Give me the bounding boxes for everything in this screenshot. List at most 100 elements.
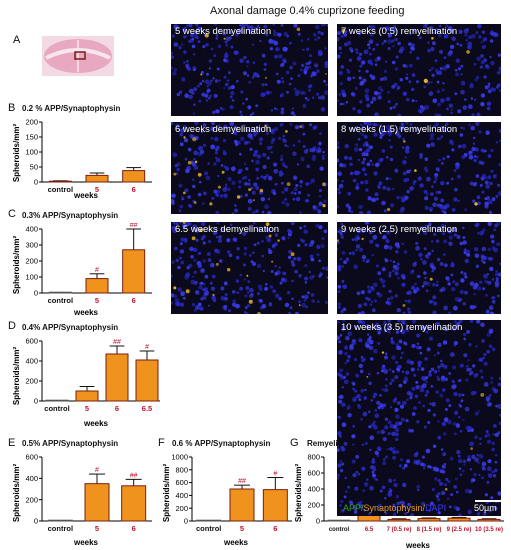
dapi-nucleus [403,322,407,326]
dapi-nucleus [416,420,420,424]
dapi-nucleus [304,65,309,71]
dapi-nucleus [301,302,306,308]
dapi-nucleus [400,458,403,461]
dapi-nucleus [261,304,267,309]
dapi-nucleus [357,501,362,506]
dapi-nucleus [433,301,437,306]
dapi-nucleus [396,345,401,350]
dapi-nucleus [184,188,189,193]
dapi-nucleus [305,182,310,186]
dapi-nucleus [341,250,346,255]
spheroid-signal [285,130,288,133]
dapi-nucleus [223,165,227,169]
dapi-nucleus [440,359,443,363]
dapi-nucleus [214,136,219,142]
dapi-nucleus [191,44,196,49]
dapi-nucleus [349,210,354,214]
dapi-nucleus [474,78,478,82]
dapi-nucleus [379,393,383,397]
dapi-nucleus [339,185,343,189]
dapi-nucleus [480,60,485,65]
dapi-nucleus [496,279,499,282]
dapi-nucleus [360,180,364,185]
dapi-nucleus [317,146,320,149]
legend-dapi: DAPI [425,503,447,513]
dapi-nucleus [369,303,372,306]
dapi-nucleus [367,372,371,376]
spheroid-signal [212,293,215,297]
spheroid-signal [257,312,261,314]
dapi-nucleus [409,396,413,400]
dapi-nucleus [444,377,448,382]
dapi-nucleus [396,367,400,371]
dapi-nucleus [278,136,282,140]
panel-letter-b: B [8,102,16,114]
dapi-nucleus [478,453,484,459]
dapi-nucleus [271,137,276,142]
dapi-nucleus [389,177,392,181]
dapi-nucleus [415,380,419,384]
dapi-nucleus [387,33,392,38]
dapi-nucleus [401,242,404,245]
panel-b-bar [122,170,146,183]
dapi-nucleus [411,99,415,102]
dapi-nucleus [202,259,206,263]
dapi-nucleus [362,143,366,147]
dapi-nucleus [202,241,206,245]
dapi-nucleus [485,396,491,401]
dapi-nucleus [383,320,387,324]
dapi-nucleus [427,41,430,44]
dapi-nucleus [391,39,395,43]
dapi-nucleus [296,163,300,166]
dapi-nucleus [359,100,363,104]
dapi-nucleus [223,307,227,311]
dapi-nucleus [427,465,431,469]
dapi-nucleus [367,333,370,336]
dapi-nucleus [364,88,370,94]
dapi-nucleus [234,140,238,144]
dapi-nucleus [354,86,358,90]
dapi-nucleus [225,36,231,42]
dapi-nucleus [377,293,383,298]
dapi-nucleus [304,243,308,247]
dapi-nucleus [439,482,443,486]
dapi-nucleus [184,35,187,38]
dapi-nucleus [285,202,290,207]
dapi-nucleus [289,306,293,310]
dapi-nucleus [486,432,491,438]
dapi-nucleus [352,178,357,183]
dapi-nucleus [472,142,475,145]
dapi-nucleus [427,252,431,256]
dapi-nucleus [477,461,480,464]
dapi-nucleus [276,79,281,84]
dapi-nucleus [479,442,482,445]
dapi-nucleus [463,337,466,341]
dapi-nucleus [182,125,187,129]
dapi-nucleus [231,290,236,294]
dapi-nucleus [448,241,453,246]
dapi-nucleus [207,258,212,262]
dapi-nucleus [191,91,195,95]
dapi-nucleus [348,327,351,330]
dapi-nucleus [344,42,348,47]
dapi-nucleus [402,91,407,96]
dapi-nucleus [359,369,364,374]
dapi-nucleus [405,327,410,333]
dapi-nucleus [306,98,310,102]
dapi-nucleus [215,211,220,214]
spheroid-signal [253,199,255,202]
dapi-nucleus [431,487,435,492]
dapi-nucleus [467,509,472,515]
dapi-nucleus [415,345,420,350]
dapi-nucleus [415,127,419,132]
dapi-nucleus [263,68,267,71]
dapi-nucleus [387,131,393,137]
dapi-nucleus [454,432,457,436]
dapi-nucleus [263,176,267,180]
dapi-nucleus [441,209,445,213]
dapi-nucleus [345,101,348,104]
dapi-nucleus [433,180,437,184]
dapi-nucleus [388,368,392,372]
dapi-nucleus [427,324,430,327]
dapi-nucleus [339,375,345,380]
